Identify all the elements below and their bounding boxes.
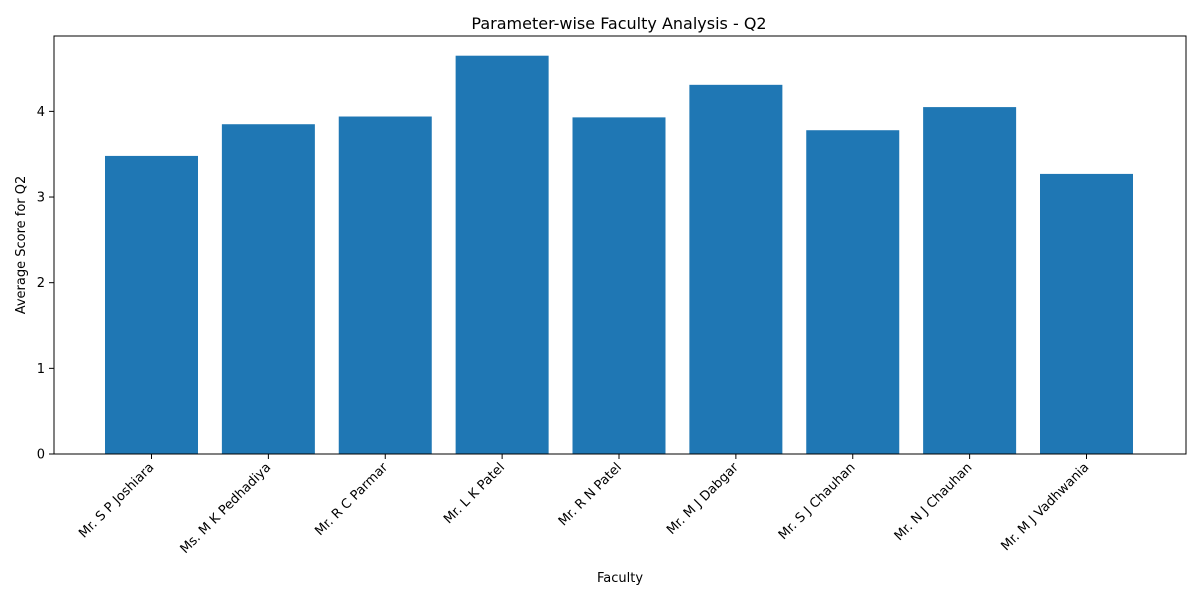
x-tick-label-0: Mr. S P Joshiara xyxy=(76,460,157,541)
x-tick-label-8: Mr. M J Vadhwania xyxy=(998,460,1092,554)
y-tick-label-2: 2 xyxy=(37,276,45,291)
y-tick-label-1: 1 xyxy=(37,362,45,377)
bar-0 xyxy=(105,155,198,454)
bar-3 xyxy=(455,55,549,455)
y-tick-label-0: 0 xyxy=(37,448,45,463)
x-tick-label-4: Mr. R N Patel xyxy=(556,460,625,529)
x-tick-label-1: Ms. M K Pedhadiya xyxy=(178,460,275,557)
bar-1 xyxy=(221,124,315,455)
y-axis: 0 1 2 3 4 xyxy=(37,105,54,463)
bar-4 xyxy=(572,117,666,454)
x-tick-label-7: Mr. N J Chauhan xyxy=(892,460,976,544)
bar-6 xyxy=(806,130,900,454)
x-tick-label-5: Mr. M J Dabgar xyxy=(664,460,742,538)
bar-5 xyxy=(689,84,783,455)
y-tick-label-4: 4 xyxy=(37,105,45,120)
x-tick-label-2: Mr. R C Parmar xyxy=(312,460,391,539)
x-tick-label-3: Mr. L K Patel xyxy=(441,460,508,527)
bar-8 xyxy=(1040,173,1133,454)
x-axis-label: Faculty xyxy=(597,571,643,586)
y-axis-label: Average Score for Q2 xyxy=(14,176,29,315)
bars-group xyxy=(105,55,1133,455)
bar-2 xyxy=(338,116,432,455)
y-tick-label-3: 3 xyxy=(37,191,45,206)
x-tick-label-6: Mr. S J Chauhan xyxy=(776,460,859,543)
plot-frame xyxy=(53,35,1187,455)
x-axis: Mr. S P Joshiara Ms. M K Pedhadiya Mr. R C… xyxy=(76,454,1092,557)
bar-7 xyxy=(923,107,1017,454)
chart-title: Parameter-wise Faculty Analysis - Q2 xyxy=(471,14,766,33)
